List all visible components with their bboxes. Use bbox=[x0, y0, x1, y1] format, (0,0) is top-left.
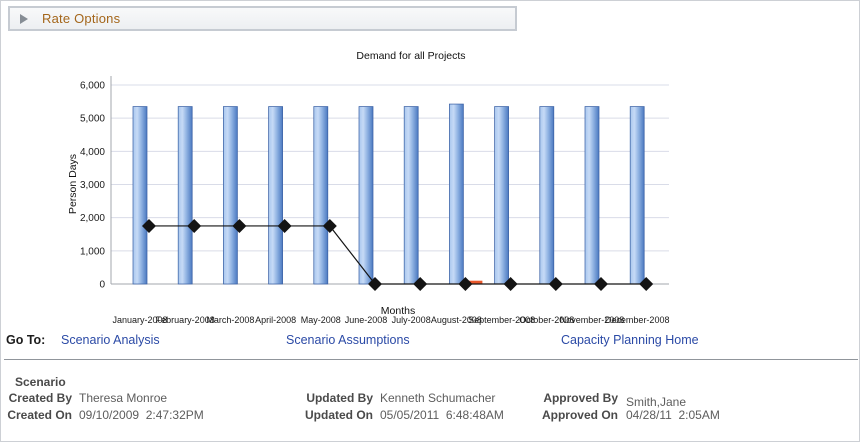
approved-by-value: Smith,Jane bbox=[626, 395, 687, 409]
x-tick-label: January-2008 bbox=[112, 315, 167, 325]
demand-bar[interactable] bbox=[629, 106, 645, 285]
rate-options-header[interactable]: Rate Options bbox=[8, 6, 517, 31]
line-diamond-marker[interactable] bbox=[232, 218, 247, 233]
line-diamond-marker[interactable] bbox=[368, 277, 382, 291]
section-divider bbox=[4, 359, 858, 360]
demand-bar[interactable] bbox=[313, 106, 329, 285]
x-tick-label: October-2008 bbox=[519, 315, 574, 325]
created-by-label: Created By bbox=[8, 391, 72, 405]
highlight-bar[interactable] bbox=[468, 280, 483, 284]
y-tick-label: 2,000 bbox=[80, 213, 105, 224]
line-diamond-marker[interactable] bbox=[458, 277, 473, 291]
updated-by-value: Kenneth Schumacher bbox=[380, 391, 496, 405]
demand-bar[interactable] bbox=[539, 106, 555, 285]
demand-bar[interactable] bbox=[584, 106, 600, 285]
rate-options-label: Rate Options bbox=[42, 11, 121, 26]
x-tick-label: November-2008 bbox=[560, 315, 625, 325]
link-capacity-planning-home[interactable]: Capacity Planning Home bbox=[561, 333, 699, 347]
line-diamond-marker[interactable] bbox=[277, 218, 292, 233]
x-tick-label: May-2008 bbox=[301, 315, 341, 325]
line-diamond-marker[interactable] bbox=[413, 277, 428, 291]
expand-arrow-icon[interactable] bbox=[20, 13, 28, 24]
y-axis-title: Person Days bbox=[67, 154, 79, 214]
approved-on-value: 04/28/11 2:05AM bbox=[626, 408, 720, 422]
updated-on-value: 05/05/2011 6:48:48AM bbox=[380, 408, 504, 422]
x-tick-label: August-2008 bbox=[431, 315, 482, 325]
line-diamond-marker[interactable] bbox=[322, 218, 337, 233]
staffed-line bbox=[149, 225, 647, 285]
scenario-heading: Scenario bbox=[15, 375, 66, 389]
demand-bar[interactable] bbox=[449, 103, 464, 285]
link-scenario-analysis[interactable]: Scenario Analysis bbox=[61, 333, 160, 347]
y-tick-label: 0 bbox=[99, 280, 105, 291]
demand-bar[interactable] bbox=[177, 106, 193, 285]
created-by-value: Theresa Monroe bbox=[79, 391, 168, 405]
demand-bar[interactable] bbox=[358, 106, 374, 285]
line-diamond-marker[interactable] bbox=[142, 218, 156, 233]
x-tick-label: September-2008 bbox=[468, 315, 535, 325]
chart-title: Demand for all Projects bbox=[356, 50, 465, 62]
line-diamond-marker[interactable] bbox=[503, 277, 518, 291]
created-on-value: 09/10/2009 2:47:32PM bbox=[79, 408, 204, 422]
y-tick-label: 4,000 bbox=[80, 147, 105, 158]
updated-on-label: Updated On bbox=[305, 408, 373, 422]
x-tick-label: December-2008 bbox=[605, 315, 670, 325]
x-tick-label: April-2008 bbox=[255, 315, 296, 325]
line-diamond-marker[interactable] bbox=[594, 277, 608, 291]
x-tick-label: February-2008 bbox=[156, 315, 215, 325]
x-tick-label: June-2008 bbox=[345, 315, 388, 325]
x-tick-label: March-2008 bbox=[206, 315, 254, 325]
demand-bar[interactable] bbox=[268, 106, 283, 285]
link-scenario-assumptions[interactable]: Scenario Assumptions bbox=[286, 333, 410, 347]
y-tick-label: 5,000 bbox=[80, 114, 105, 125]
demand-bar[interactable] bbox=[494, 106, 509, 285]
line-diamond-marker[interactable] bbox=[187, 218, 202, 233]
demand-bar[interactable] bbox=[132, 106, 148, 285]
created-on-label: Created On bbox=[7, 408, 72, 422]
goto-label: Go To: bbox=[6, 333, 46, 347]
goto-row: Go To: Scenario Analysis Scenario Assump… bbox=[1, 333, 860, 351]
updated-by-label: Updated By bbox=[306, 391, 373, 405]
demand-chart: Demand for all Projects 0 1,000 2,000 3,000 4… bbox=[67, 50, 670, 325]
x-tick-label: July-2008 bbox=[392, 315, 431, 325]
approved-by-label: Approved By bbox=[543, 391, 618, 405]
y-tick-label: 1,000 bbox=[80, 246, 105, 257]
line-diamond-marker[interactable] bbox=[548, 277, 563, 291]
y-tick-label: 3,000 bbox=[80, 180, 105, 191]
line-diamond-marker[interactable] bbox=[639, 277, 654, 291]
y-tick-label: 6,000 bbox=[80, 81, 105, 92]
demand-bar[interactable] bbox=[403, 106, 419, 285]
x-axis-title: Months bbox=[381, 305, 415, 317]
demand-bar[interactable] bbox=[223, 106, 238, 285]
approved-on-label: Approved On bbox=[541, 408, 618, 422]
